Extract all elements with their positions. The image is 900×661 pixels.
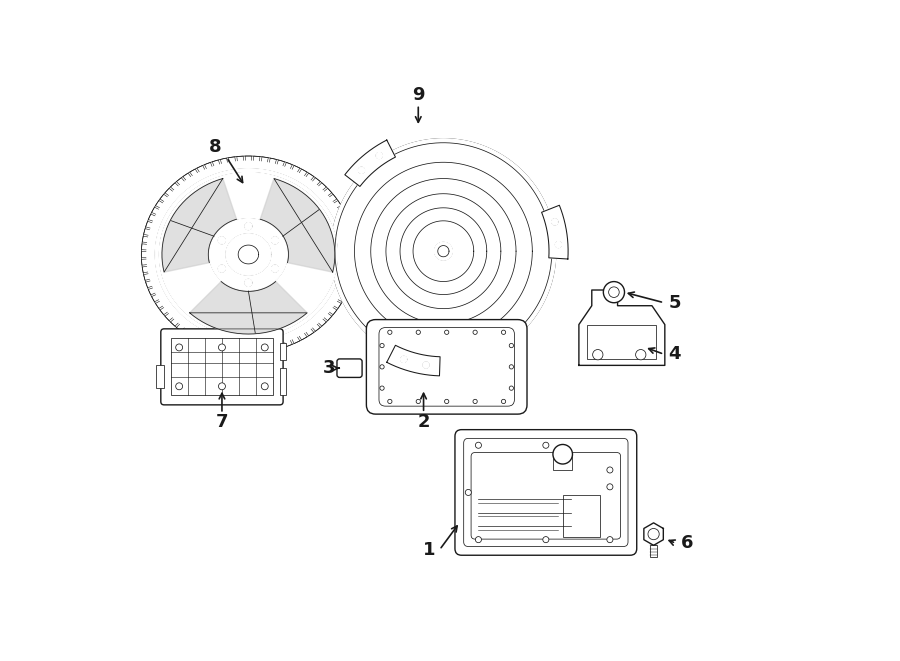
Text: 7: 7 xyxy=(216,412,229,431)
Polygon shape xyxy=(226,234,271,275)
FancyBboxPatch shape xyxy=(455,430,636,555)
Polygon shape xyxy=(376,153,382,159)
Polygon shape xyxy=(644,523,663,545)
Bar xyxy=(280,368,286,395)
Circle shape xyxy=(553,444,572,464)
Circle shape xyxy=(635,350,646,360)
Polygon shape xyxy=(400,356,407,362)
Text: 1: 1 xyxy=(423,541,435,559)
Polygon shape xyxy=(331,139,556,364)
Circle shape xyxy=(473,399,477,404)
FancyBboxPatch shape xyxy=(337,359,362,377)
Circle shape xyxy=(473,330,477,334)
Circle shape xyxy=(416,330,420,334)
Polygon shape xyxy=(272,265,279,272)
Bar xyxy=(156,366,164,387)
Circle shape xyxy=(607,537,613,543)
Polygon shape xyxy=(210,219,287,290)
Circle shape xyxy=(380,386,384,390)
Circle shape xyxy=(380,365,384,369)
Polygon shape xyxy=(162,178,237,272)
Polygon shape xyxy=(272,237,279,244)
Polygon shape xyxy=(245,223,252,230)
Circle shape xyxy=(261,344,268,351)
Circle shape xyxy=(509,365,514,369)
Circle shape xyxy=(543,442,549,448)
Text: 2: 2 xyxy=(418,412,430,431)
Polygon shape xyxy=(159,173,338,336)
Polygon shape xyxy=(552,219,558,225)
Circle shape xyxy=(543,537,549,543)
Polygon shape xyxy=(260,178,335,272)
Circle shape xyxy=(388,399,392,404)
Circle shape xyxy=(380,344,384,348)
Text: 6: 6 xyxy=(680,534,693,553)
Circle shape xyxy=(509,344,514,348)
Polygon shape xyxy=(542,206,568,259)
Circle shape xyxy=(501,330,506,334)
Circle shape xyxy=(607,467,613,473)
Text: 3: 3 xyxy=(323,359,336,377)
Circle shape xyxy=(176,383,183,390)
Bar xyxy=(562,494,599,537)
Circle shape xyxy=(475,442,482,448)
Circle shape xyxy=(465,489,472,496)
Circle shape xyxy=(388,330,392,334)
FancyBboxPatch shape xyxy=(471,453,621,539)
Bar xyxy=(171,338,273,395)
Circle shape xyxy=(445,399,449,404)
Polygon shape xyxy=(435,242,453,260)
Circle shape xyxy=(445,330,449,334)
Circle shape xyxy=(475,537,482,543)
Circle shape xyxy=(219,383,225,390)
Circle shape xyxy=(592,350,603,360)
FancyBboxPatch shape xyxy=(379,328,515,406)
Circle shape xyxy=(416,399,420,404)
Bar xyxy=(588,325,656,359)
Circle shape xyxy=(608,287,619,297)
FancyBboxPatch shape xyxy=(366,320,527,414)
Polygon shape xyxy=(579,290,665,366)
Polygon shape xyxy=(218,237,225,244)
Polygon shape xyxy=(387,345,440,376)
Text: 4: 4 xyxy=(669,345,681,364)
Polygon shape xyxy=(190,282,307,334)
Circle shape xyxy=(509,386,514,390)
Polygon shape xyxy=(358,167,365,173)
FancyBboxPatch shape xyxy=(464,438,628,547)
Text: 9: 9 xyxy=(412,86,425,104)
Circle shape xyxy=(176,344,183,351)
Polygon shape xyxy=(345,140,395,186)
Polygon shape xyxy=(218,265,225,272)
Text: 8: 8 xyxy=(209,137,221,156)
Circle shape xyxy=(261,383,268,390)
Polygon shape xyxy=(245,279,252,286)
Circle shape xyxy=(219,344,225,351)
FancyBboxPatch shape xyxy=(161,329,284,405)
Polygon shape xyxy=(555,241,562,248)
Bar xyxy=(650,545,657,557)
Bar xyxy=(553,454,572,470)
Bar xyxy=(280,342,286,360)
Polygon shape xyxy=(423,362,429,368)
Polygon shape xyxy=(155,169,342,340)
Circle shape xyxy=(501,399,506,404)
Text: 5: 5 xyxy=(669,293,681,312)
Circle shape xyxy=(607,484,613,490)
Circle shape xyxy=(603,282,625,303)
